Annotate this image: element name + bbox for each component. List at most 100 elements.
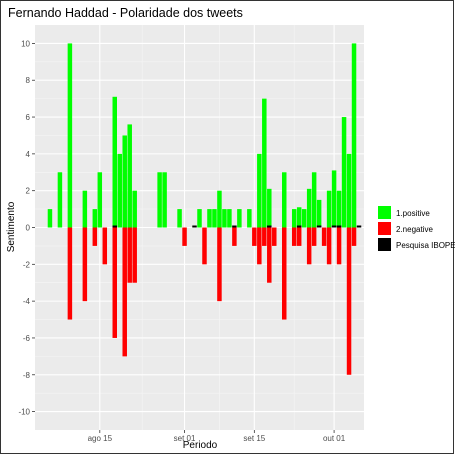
bar-negative <box>67 227 73 320</box>
bar-positive <box>316 199 322 228</box>
bar-negative <box>351 227 357 246</box>
bar-ibope <box>112 225 118 228</box>
y-tick-label: 10 <box>21 39 30 48</box>
bar-positive <box>291 209 297 228</box>
bar-positive <box>207 209 212 228</box>
bar-positive <box>331 170 337 228</box>
bar-positive <box>326 190 332 228</box>
legend: 1.positive 2.negative Pesquisa IBOPE <box>378 206 456 251</box>
bar-ibope <box>356 225 362 228</box>
y-tick-label: 0 <box>26 224 31 233</box>
bar-positive <box>301 209 307 228</box>
bar-positive <box>351 43 357 228</box>
bar-negative <box>257 227 262 265</box>
bar-positive <box>222 209 227 228</box>
bar-positive <box>82 190 88 228</box>
bar-positive <box>311 172 317 228</box>
bar-negative <box>217 227 222 302</box>
bar-negative <box>326 227 332 265</box>
legend-key <box>378 238 391 251</box>
bar-positive <box>127 124 132 228</box>
bar-negative <box>336 227 342 265</box>
y-tick-label: -4 <box>23 297 31 306</box>
bar-negative <box>306 227 312 265</box>
bar-negative <box>281 227 287 320</box>
legend-label: 2.negative <box>396 225 433 234</box>
bar-positive <box>67 43 73 228</box>
bar-positive <box>157 172 162 228</box>
bar-positive <box>341 117 347 228</box>
x-tick-label: out 01 <box>323 434 346 443</box>
bar-positive <box>117 153 122 228</box>
y-tick-label: -8 <box>23 371 31 380</box>
bar-positive <box>262 98 267 228</box>
bar-positive <box>177 209 182 228</box>
bar-negative <box>127 227 132 283</box>
bar-positive <box>306 188 312 228</box>
legend-key <box>378 222 391 235</box>
bar-positive <box>227 209 232 228</box>
bar-negative <box>122 227 127 357</box>
bar-negative <box>311 227 317 246</box>
bars <box>47 43 362 375</box>
bar-positive <box>237 209 242 228</box>
bar-negative <box>262 227 267 246</box>
bar-positive <box>132 190 137 228</box>
y-tick-label: -2 <box>23 260 31 269</box>
bar-ibope <box>336 225 342 228</box>
legend-label: Pesquisa IBOPE <box>396 241 455 250</box>
x-tick-label: set 15 <box>243 434 265 443</box>
bar-negative <box>232 227 237 246</box>
bar-negative <box>112 227 118 338</box>
bar-positive <box>97 172 103 228</box>
bar-positive <box>336 190 342 228</box>
bar-positive <box>267 188 272 228</box>
bar-negative <box>202 227 207 265</box>
bar-positive <box>247 209 252 228</box>
bar-ibope <box>192 225 197 228</box>
y-tick-label: 6 <box>26 113 31 122</box>
bar-ibope <box>232 225 237 228</box>
bar-positive <box>47 209 53 228</box>
bar-positive <box>346 153 352 228</box>
bar-negative <box>82 227 88 302</box>
y-tick-label: -6 <box>23 334 31 343</box>
bar-negative <box>182 227 187 246</box>
bar-positive <box>212 209 217 228</box>
bar-negative <box>321 227 327 246</box>
y-tick-label: 8 <box>26 76 31 85</box>
bar-ibope <box>267 225 272 228</box>
bar-negative <box>267 227 272 283</box>
legend-label: 1.positive <box>396 209 430 218</box>
legend-key <box>378 206 391 219</box>
bar-ibope <box>316 225 322 228</box>
x-axis-ticks: ago 15 set 01 set 15 out 01 <box>88 430 346 443</box>
bar-negative <box>346 227 352 375</box>
bar-ibope <box>331 225 337 228</box>
bar-negative <box>296 227 302 246</box>
x-tick-label: set 01 <box>174 434 196 443</box>
y-axis-label: Sentimento <box>6 201 17 252</box>
bar-positive <box>197 209 202 228</box>
chart-title: Fernando Haddad - Polaridade dos tweets <box>8 6 243 20</box>
bar-positive <box>281 172 287 228</box>
x-axis-label: Periodo <box>183 440 218 451</box>
bar-negative <box>92 227 98 246</box>
y-tick-label: -10 <box>18 408 30 417</box>
bar-positive <box>92 209 98 228</box>
bar-positive <box>257 153 262 228</box>
bar-positive <box>122 135 127 228</box>
bar-negative <box>252 227 257 246</box>
bar-positive <box>162 172 167 228</box>
bar-positive <box>57 172 63 228</box>
bar-negative <box>291 227 297 246</box>
bar-positive <box>112 96 118 228</box>
y-axis-ticks: -10 -8 -6 -4 -2 0 2 4 6 8 10 <box>18 39 35 417</box>
bar-negative <box>102 227 108 265</box>
bar-positive <box>217 190 222 228</box>
bar-ibope <box>296 225 302 228</box>
y-tick-label: 2 <box>26 187 31 196</box>
bar-negative <box>272 227 277 246</box>
